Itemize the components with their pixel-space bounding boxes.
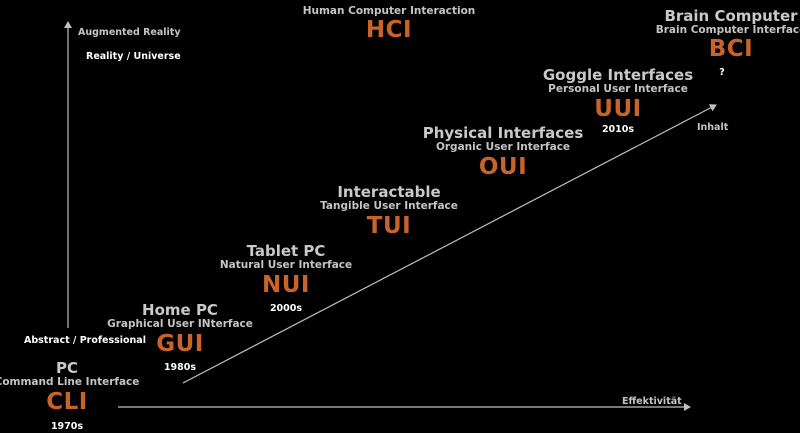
stage-cli-full: Command Line Interface (0, 376, 140, 388)
diagonal-arrow (182, 104, 717, 384)
stage-gui-full: Graphical User INterface (107, 318, 253, 330)
stage-cli-era: 1970s (50, 421, 84, 432)
stage-uui-abbr: UUI (594, 96, 642, 122)
stage-bci-name: Brain Computer (664, 7, 798, 25)
stage-nui-name: Tablet PC (246, 242, 326, 260)
stage-gui-abbr: GUI (156, 331, 204, 357)
hci-abbr: HCI (365, 17, 413, 43)
stage-bci-era: ? (719, 67, 725, 78)
stage-cli-abbr: CLI (46, 389, 88, 415)
y-axis-top-label: Augmented Reality (78, 27, 181, 38)
stage-tui-full: Tangible User Interface (320, 200, 458, 212)
y-axis-bottom-label: Abstract / Professional (24, 335, 146, 346)
stage-nui-era: 2000s (269, 303, 303, 314)
x-axis-label: Effektivität (622, 396, 682, 407)
stage-nui-full: Natural User Interface (219, 259, 353, 271)
stage-gui-era: 1980s (163, 362, 197, 373)
stage-uui-era: 2010s (601, 124, 635, 135)
stage-bci-full: Brain Computer Interface (655, 24, 800, 36)
stage-cli-name: PC (55, 359, 79, 377)
stage-oui-full: Organic User Interface (435, 141, 571, 153)
stage-oui-abbr: OUI (478, 154, 528, 180)
stage-tui-name: Interactable (337, 183, 441, 201)
stage-nui-abbr: NUI (262, 272, 310, 298)
stage-tui-abbr: TUI (366, 213, 412, 239)
diagonal-axis-label: Inhalt (697, 122, 729, 133)
stage-gui-name: Home PC (142, 301, 218, 319)
hci-title: Human Computer Interaction (302, 5, 476, 17)
stage-uui-full: Personal User Interface (548, 83, 688, 95)
stage-uui-name: Goggle Interfaces (542, 66, 694, 84)
stage-bci-abbr: BCI (708, 36, 754, 62)
stage-oui-name: Physical Interfaces (422, 124, 584, 142)
y-axis-top-sublabel: Reality / Universe (86, 51, 181, 62)
